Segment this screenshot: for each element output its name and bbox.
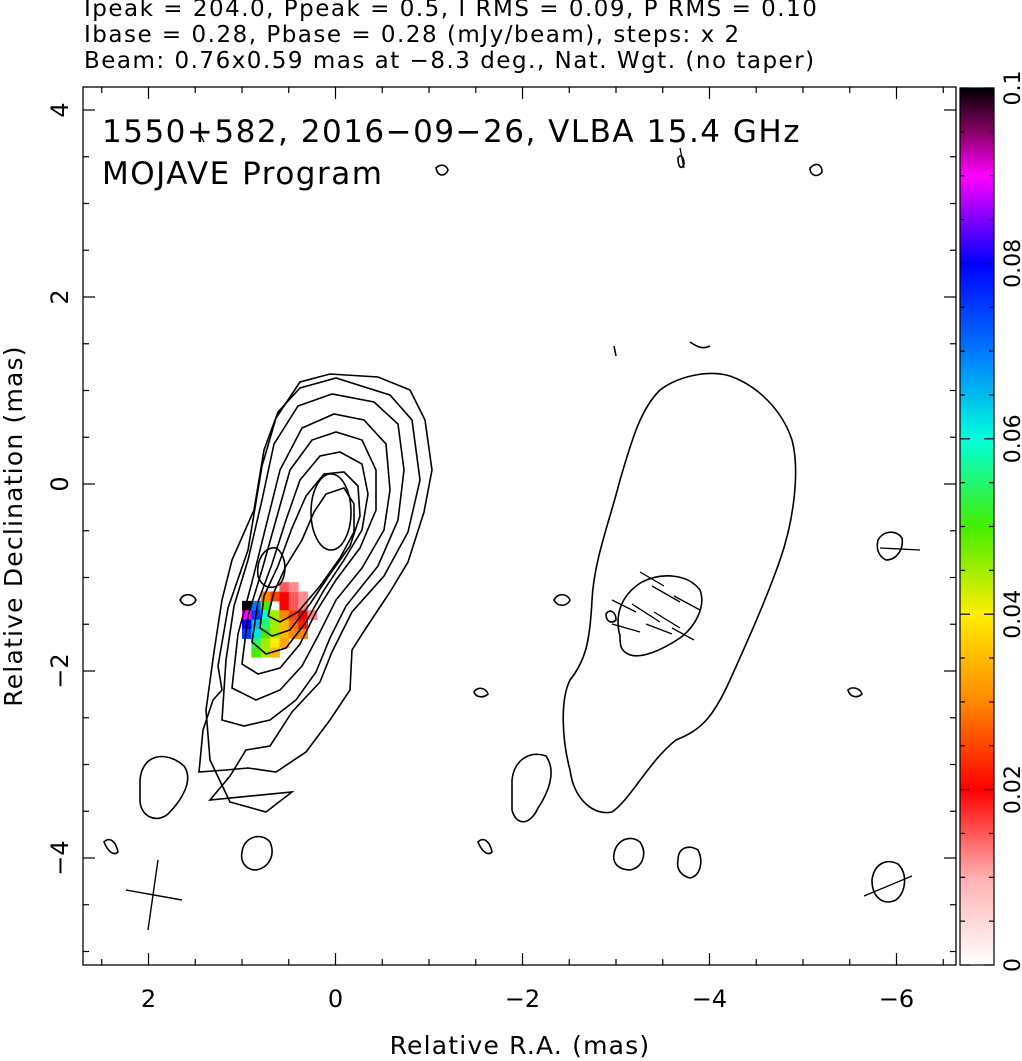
colorbar bbox=[959, 87, 995, 966]
polarization-pixel bbox=[288, 600, 299, 611]
polarization-pixel bbox=[260, 600, 271, 611]
polarization-pixel bbox=[298, 591, 309, 602]
contour-right-blob-b bbox=[473, 687, 489, 698]
polarization-pixel bbox=[270, 647, 280, 658]
beam-marker bbox=[125, 859, 183, 931]
contour-left-2 bbox=[205, 377, 421, 813]
x-tick-label: −4 bbox=[692, 985, 727, 1013]
contour-right-blob-s2 bbox=[676, 846, 702, 879]
contour-left-blob-a bbox=[179, 593, 197, 607]
contour-top-blob-b bbox=[809, 163, 823, 177]
contour-right-blob-sw bbox=[511, 753, 552, 823]
colorbar-tick-label: 0.04 bbox=[1001, 590, 1022, 639]
polarization-pixel bbox=[279, 628, 290, 639]
polarization-pixel bbox=[298, 610, 309, 621]
polarization-pixel bbox=[242, 610, 252, 621]
polarization-pixel bbox=[260, 647, 271, 658]
polarization-pixel bbox=[260, 610, 271, 621]
contour-right-blob-d bbox=[605, 610, 617, 623]
polarization-pixel bbox=[270, 591, 280, 602]
polarization-pixel bbox=[279, 638, 290, 649]
polarization-pixel bbox=[242, 600, 252, 611]
contour-right-blob-e bbox=[847, 687, 863, 698]
x-tick-label: −2 bbox=[505, 985, 540, 1013]
header-line-peaks: Ipeak = 204.0, Ppeak = 0.5, I RMS = 0.09… bbox=[84, 0, 819, 22]
colorbar-tick-label: 0.02 bbox=[1001, 765, 1022, 814]
polarization-pixel bbox=[279, 591, 290, 602]
contour-left-3 bbox=[221, 393, 405, 727]
polarization-pixel bbox=[251, 647, 262, 658]
polarization-pixel bbox=[260, 591, 271, 602]
contour-core-inner bbox=[310, 473, 352, 551]
total-intensity-contours bbox=[103, 155, 906, 903]
polarization-pixel bbox=[251, 619, 262, 630]
polarization-pixel bbox=[270, 610, 280, 621]
polarization-pixel bbox=[260, 619, 271, 630]
polarization-pixel bbox=[260, 628, 271, 639]
contour-left-blob-sw bbox=[139, 755, 189, 820]
polarization-pixel bbox=[279, 610, 290, 621]
chart-title: 1550+582, 2016−09−26, VLBA 15.4 GHz bbox=[102, 114, 801, 150]
x-tick-label: 0 bbox=[328, 985, 343, 1013]
x-tick-label: 2 bbox=[141, 985, 156, 1013]
contour-right-blob-s1 bbox=[612, 837, 645, 871]
polarization-vectors bbox=[199, 133, 921, 897]
chart-subtitle: MOJAVE Program bbox=[102, 156, 383, 192]
polarization-pixel bbox=[288, 628, 299, 639]
polarization-pixel bbox=[242, 628, 252, 639]
contour-top-blob-a bbox=[435, 164, 449, 176]
y-tick-label: −2 bbox=[46, 653, 74, 688]
contour-left-7 bbox=[259, 471, 361, 637]
polarization-pixel bbox=[307, 610, 318, 621]
contour-left-blob-b bbox=[103, 838, 119, 855]
contour-left-blob-s bbox=[240, 835, 273, 871]
y-axis-label: Relative Declination (mas) bbox=[0, 345, 28, 706]
polarization-pixel bbox=[270, 628, 280, 639]
polarization-pixel bbox=[270, 638, 280, 649]
colorbar-tick-label: 0.06 bbox=[1001, 414, 1022, 463]
y-tick-label: −4 bbox=[46, 840, 74, 875]
contour-top-blob-c bbox=[677, 155, 685, 169]
contour-top-blob-d bbox=[689, 341, 711, 349]
colorbar-tick-label: 0.1 bbox=[1001, 71, 1022, 106]
polarization-pixel bbox=[251, 628, 262, 639]
contour-left-4 bbox=[231, 413, 391, 701]
contour-right-blob-a bbox=[553, 593, 571, 607]
plot-frame bbox=[82, 86, 957, 966]
contour-left-outer bbox=[198, 373, 433, 773]
polarization-pixel bbox=[298, 628, 309, 639]
y-tick-label: 2 bbox=[46, 289, 74, 304]
x-axis-label: Relative R.A. (mas) bbox=[390, 1031, 651, 1060]
polarization-pixel bbox=[279, 600, 290, 611]
polarization-pixel bbox=[288, 582, 299, 593]
header-line-beam: Beam: 0.76x0.59 mas at −8.3 deg., Nat. W… bbox=[84, 48, 816, 74]
contour-left-knot bbox=[256, 547, 286, 589]
polarization-pixel bbox=[251, 600, 262, 611]
contour-left-6 bbox=[251, 451, 369, 655]
polarization-pixel bbox=[260, 638, 271, 649]
contour-right-inner bbox=[617, 575, 703, 657]
contour-right-blob-g bbox=[871, 860, 906, 903]
polarization-pixel bbox=[270, 619, 280, 630]
colorbar-tick-label: 0 bbox=[1001, 958, 1022, 972]
polarization-pixel bbox=[279, 619, 290, 630]
contour-right-blob-c bbox=[477, 838, 493, 855]
contour-right-blob-f bbox=[876, 531, 904, 561]
header-line-base: Ibase = 0.28, Pbase = 0.28 (mJy/beam), s… bbox=[84, 22, 741, 48]
polarization-pixel bbox=[251, 638, 262, 649]
colorbar-tick-label: 0.08 bbox=[1001, 239, 1022, 288]
y-tick-label: 4 bbox=[46, 102, 74, 117]
y-tick-label: 0 bbox=[46, 476, 74, 491]
contour-left-5 bbox=[241, 431, 377, 675]
contour-right-outer bbox=[562, 372, 797, 814]
contour-top-blob-e bbox=[613, 345, 617, 357]
x-tick-label: −6 bbox=[879, 985, 914, 1013]
polarization-pixels bbox=[242, 582, 318, 658]
polarization-pixel bbox=[279, 582, 290, 593]
polarization-pixel bbox=[288, 591, 299, 602]
